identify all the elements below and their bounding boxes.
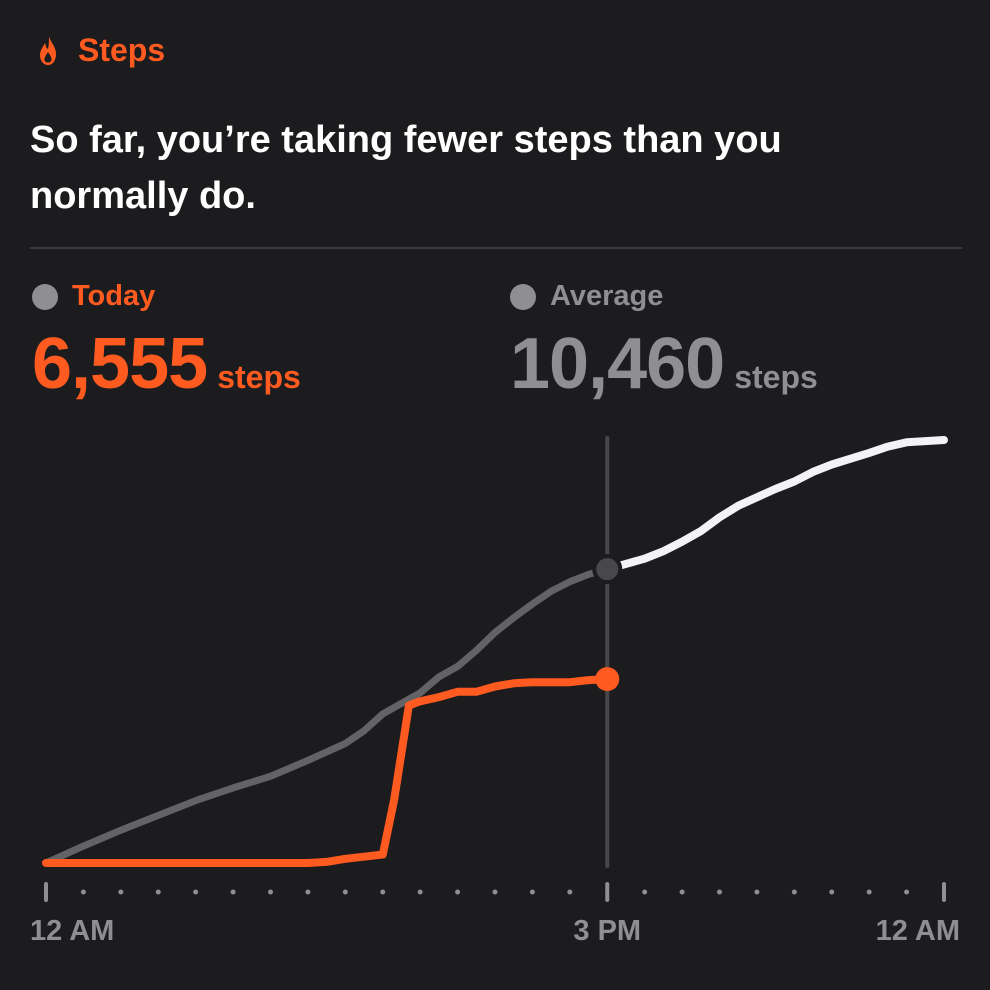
axis-minor-tick — [567, 889, 573, 895]
x-tick-label: 12 AM — [876, 915, 960, 947]
axis-minor-tick — [193, 889, 199, 895]
x-tick-label: 3 PM — [573, 915, 641, 947]
average-steps-value: 10,460 — [510, 324, 725, 404]
x-tick-label: 12 AM — [30, 915, 114, 947]
average-current-marker — [592, 554, 623, 585]
axis-minor-tick — [155, 889, 161, 895]
axis-minor-tick — [754, 889, 760, 895]
axis-minor-tick — [118, 889, 124, 895]
axis-minor-tick — [679, 889, 685, 895]
axis-minor-tick — [230, 889, 236, 895]
summary-text: So far, you’re taking fewer steps than y… — [30, 119, 782, 217]
average-line-past — [42, 565, 611, 867]
header: Steps — [36, 32, 165, 69]
axis-minor-tick — [417, 889, 423, 895]
axis-minor-tick — [791, 889, 797, 895]
card-title: Steps — [78, 32, 166, 68]
axis-minor-tick — [455, 889, 461, 895]
today-legend-dot — [32, 283, 58, 310]
average-legend-dot — [510, 283, 536, 310]
axis-minor-tick — [904, 889, 910, 895]
average-line-future — [603, 436, 948, 574]
axis-minor-tick — [642, 889, 648, 895]
divider — [30, 247, 962, 249]
average-label: Average — [550, 280, 664, 312]
axis-minor-tick — [829, 889, 835, 895]
axis-minor-tick — [342, 889, 348, 895]
today-steps-value: 6,555 — [32, 324, 208, 404]
today-line — [42, 675, 612, 867]
axis-minor-tick — [492, 889, 498, 895]
axis-minor-tick — [529, 889, 535, 895]
axis-minor-tick — [268, 889, 273, 895]
flame-icon — [40, 35, 56, 65]
average-stat: Average 10,460 steps — [510, 280, 818, 405]
today-current-marker — [595, 667, 620, 692]
today-label: Today — [72, 280, 156, 312]
axis-minor-tick — [717, 889, 722, 895]
axis-minor-tick — [305, 889, 311, 895]
axis-minor-tick — [380, 889, 386, 895]
axis-minor-tick — [80, 889, 86, 895]
today-steps-unit: steps — [217, 359, 301, 395]
axis-minor-tick — [866, 889, 872, 895]
today-stat: Today 6,555 steps — [32, 280, 301, 405]
average-steps-unit: steps — [734, 359, 818, 395]
